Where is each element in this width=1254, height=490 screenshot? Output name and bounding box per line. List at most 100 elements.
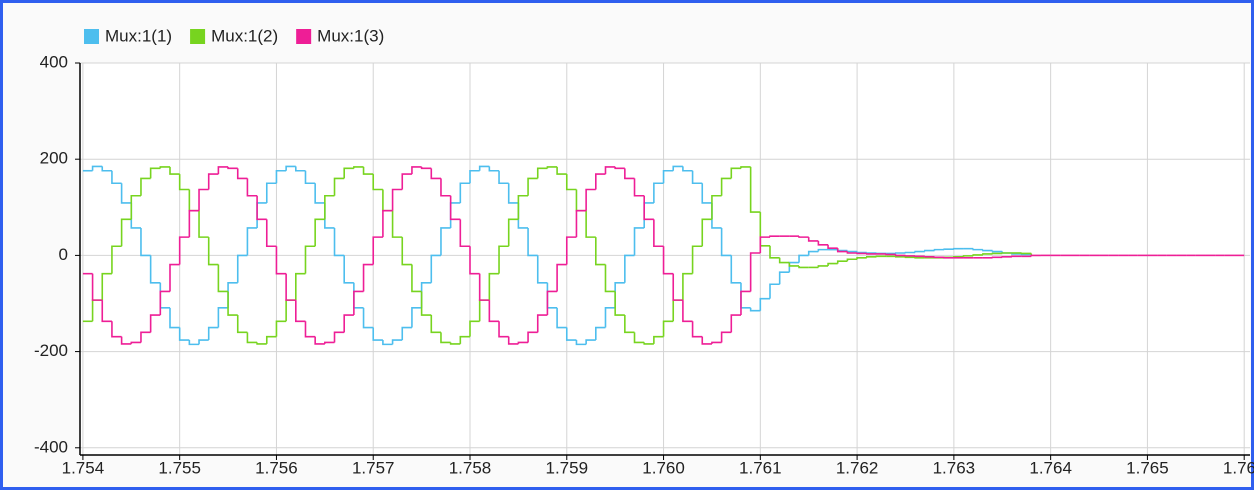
step-segment bbox=[749, 166, 761, 213]
step-segment bbox=[827, 244, 838, 249]
step-segment bbox=[295, 166, 306, 172]
step-segment bbox=[575, 209, 587, 238]
step-segment bbox=[633, 227, 645, 256]
step-segment bbox=[440, 178, 451, 197]
step-segment bbox=[575, 340, 587, 346]
step-segment bbox=[565, 236, 577, 265]
step-segment bbox=[120, 336, 132, 345]
step-segment bbox=[691, 170, 703, 185]
x-tick-label: 1.762 bbox=[836, 458, 879, 477]
x-tick-label: 1.766 bbox=[1223, 458, 1254, 477]
step-segment bbox=[653, 182, 664, 203]
x-tick-label: 1.758 bbox=[449, 458, 492, 477]
step-segment bbox=[585, 339, 596, 345]
step-segment bbox=[730, 314, 741, 333]
x-tick-label: 1.763 bbox=[933, 458, 976, 477]
step-segment bbox=[130, 341, 141, 344]
step-segment bbox=[333, 177, 345, 196]
step-segment bbox=[411, 307, 422, 328]
step-segment bbox=[527, 331, 538, 343]
step-segment bbox=[324, 194, 335, 220]
step-segment bbox=[749, 252, 761, 292]
step-segment bbox=[227, 166, 238, 170]
step-segment bbox=[556, 307, 567, 329]
step-segment bbox=[178, 174, 190, 191]
step-segment bbox=[130, 194, 141, 220]
step-segment bbox=[217, 166, 229, 175]
step-segment bbox=[449, 195, 461, 221]
legend-swatch bbox=[296, 29, 312, 44]
step-segment bbox=[449, 342, 461, 345]
step-segment bbox=[217, 307, 229, 328]
step-segment bbox=[672, 165, 683, 171]
step-segment bbox=[256, 342, 267, 345]
step-segment bbox=[895, 254, 906, 257]
legend-label: Mux:1(3) bbox=[317, 26, 384, 45]
step-segment bbox=[556, 166, 567, 175]
step-segment bbox=[643, 195, 654, 221]
plot-area bbox=[80, 63, 1250, 455]
step-segment bbox=[430, 315, 441, 334]
step-segment bbox=[817, 248, 829, 252]
step-segment bbox=[275, 246, 287, 275]
step-segment bbox=[759, 297, 770, 311]
step-segment bbox=[836, 248, 848, 253]
step-segment bbox=[565, 327, 577, 341]
step-segment bbox=[933, 248, 945, 251]
step-segment bbox=[488, 300, 500, 323]
step-segment bbox=[536, 167, 548, 179]
x-tick-label: 1.759 bbox=[546, 458, 589, 477]
step-segment bbox=[314, 336, 325, 345]
step-segment bbox=[807, 250, 819, 256]
step-segment bbox=[440, 332, 451, 344]
step-segment bbox=[333, 331, 345, 343]
step-segment bbox=[353, 166, 364, 169]
step-segment bbox=[720, 331, 732, 343]
step-segment bbox=[982, 253, 993, 255]
step-segment bbox=[769, 245, 780, 259]
step-segment bbox=[595, 173, 606, 190]
step-segment bbox=[217, 264, 229, 293]
step-segment bbox=[198, 188, 209, 211]
step-segment bbox=[265, 219, 277, 248]
step-segment bbox=[982, 249, 993, 252]
legend-item: Mux:1(3) bbox=[296, 26, 384, 45]
step-segment bbox=[701, 183, 712, 204]
step-segment bbox=[169, 263, 180, 292]
step-segment bbox=[536, 255, 548, 284]
step-segment bbox=[401, 326, 412, 341]
step-segment bbox=[672, 273, 683, 301]
step-segment bbox=[469, 169, 480, 184]
step-segment bbox=[701, 336, 712, 345]
step-segment bbox=[169, 307, 180, 329]
step-segment bbox=[662, 320, 674, 337]
step-segment bbox=[914, 250, 925, 253]
step-segment bbox=[140, 227, 151, 257]
step-segment bbox=[236, 168, 248, 180]
step-segment bbox=[372, 327, 383, 341]
step-segment bbox=[507, 183, 519, 204]
step-segment bbox=[188, 209, 200, 238]
step-segment bbox=[411, 166, 422, 175]
step-segment bbox=[246, 332, 258, 344]
step-segment bbox=[440, 227, 451, 256]
step-segment bbox=[391, 339, 403, 345]
step-segment bbox=[565, 174, 577, 191]
step-segment bbox=[265, 182, 277, 203]
step-segment bbox=[604, 264, 616, 293]
step-segment bbox=[391, 188, 403, 211]
step-segment bbox=[498, 170, 509, 185]
step-segment bbox=[111, 245, 122, 274]
legend-label: Mux:1(2) bbox=[211, 26, 278, 45]
step-segment bbox=[159, 290, 170, 316]
legend-swatch bbox=[84, 29, 99, 44]
step-segment bbox=[430, 168, 441, 180]
step-segment bbox=[827, 262, 838, 266]
step-segment bbox=[740, 166, 751, 169]
step-segment bbox=[653, 335, 664, 344]
step-segment bbox=[101, 300, 112, 323]
step-segment bbox=[333, 227, 345, 257]
step-segment bbox=[856, 256, 867, 260]
step-segment bbox=[372, 174, 383, 191]
